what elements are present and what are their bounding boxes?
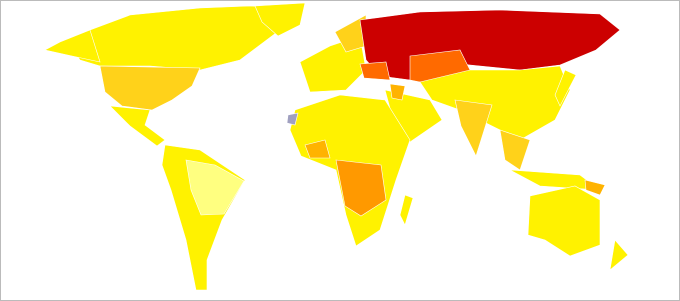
japan xyxy=(554,69,577,107)
western-sahara xyxy=(286,112,299,126)
east-asia xyxy=(419,65,571,141)
australia xyxy=(527,185,601,257)
madagascar xyxy=(399,194,414,226)
papua-new-guinea xyxy=(584,179,606,196)
southeast-asia xyxy=(499,129,531,171)
india xyxy=(454,99,493,157)
alaska xyxy=(44,29,101,63)
ukraine xyxy=(359,61,391,81)
regions xyxy=(44,2,629,291)
greenland xyxy=(254,2,306,37)
new-zealand xyxy=(609,239,629,271)
united-states xyxy=(99,65,201,111)
central-africa xyxy=(335,159,387,217)
central-america xyxy=(109,105,166,147)
caucasus xyxy=(389,83,406,101)
brazil xyxy=(185,159,245,216)
west-africa xyxy=(304,139,331,159)
